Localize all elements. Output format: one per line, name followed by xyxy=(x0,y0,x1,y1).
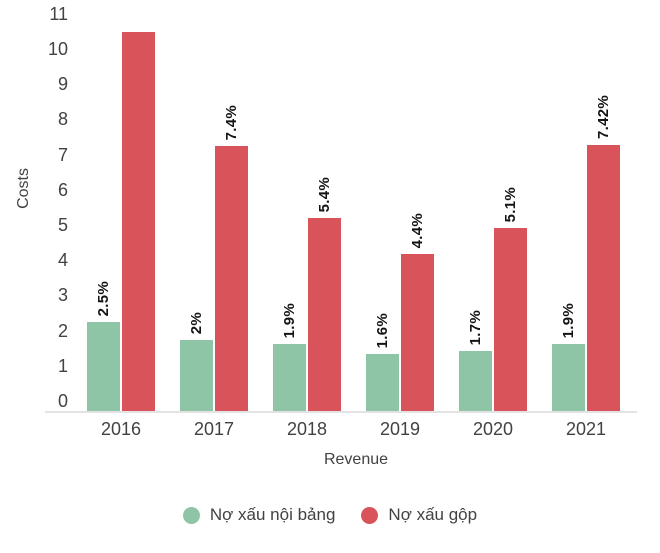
y-tick-1: 1 xyxy=(57,355,68,376)
x-tick-2021: 2021 xyxy=(565,419,607,439)
bar-2019-series1[interactable] xyxy=(401,254,434,412)
y-tick-11: 11 xyxy=(49,3,68,24)
bar-2020-series1[interactable] xyxy=(494,228,527,412)
x-tick-2016: 2016 xyxy=(100,419,142,439)
bar-value-label-2019-series0: 1.6% xyxy=(373,312,391,348)
legend-swatch-red-icon xyxy=(361,506,379,524)
legend-label: Nợ xấu nội bảng xyxy=(209,505,336,524)
y-tick-10: 10 xyxy=(47,39,68,59)
bar-2017-series1[interactable] xyxy=(215,146,248,412)
y-tick-7: 7 xyxy=(57,144,68,165)
y-tick-6: 6 xyxy=(57,179,68,200)
bar-2021-series0[interactable] xyxy=(552,344,585,412)
legend-label: Nợ xấu gộp xyxy=(388,505,478,524)
bar-2021-series1[interactable] xyxy=(587,145,620,412)
legend: Nợ xấu nội bảng Nợ xấu gộp xyxy=(0,505,660,525)
bar-value-label-2017-series0: 2% xyxy=(187,311,205,334)
bar-value-label-2017-series1: 7.4% xyxy=(222,104,240,140)
legend-item-no-xau-noi-bang[interactable]: Nợ xấu nội bảng xyxy=(182,505,336,525)
bar-2020-series0[interactable] xyxy=(459,351,492,412)
x-tick-2018: 2018 xyxy=(286,419,328,439)
bar-value-label-2020-series1: 5.1% xyxy=(501,186,519,222)
bar-value-label-2018-series1: 5.4% xyxy=(315,176,333,212)
bar-value-label-2020-series0: 1.7% xyxy=(466,309,484,345)
x-axis-line xyxy=(45,411,637,413)
y-tick-4: 4 xyxy=(57,250,68,271)
y-tick-8: 8 xyxy=(57,109,68,130)
bar-2018-series1[interactable] xyxy=(308,218,341,412)
legend-item-no-xau-gop[interactable]: Nợ xấu gộp xyxy=(361,505,477,525)
x-tick-2017: 2017 xyxy=(193,419,235,439)
bar-value-label-2016-series0: 2.5% xyxy=(94,280,112,316)
bar-2019-series0[interactable] xyxy=(366,354,399,412)
x-axis-title: Revenue xyxy=(323,451,389,468)
bar-value-label-2018-series0: 1.9% xyxy=(280,302,298,338)
y-tick-9: 9 xyxy=(57,74,68,95)
bar-2017-series0[interactable] xyxy=(180,340,213,412)
bar-value-label-2021-series0: 1.9% xyxy=(559,302,577,338)
bar-value-label-2021-series1: 7.42% xyxy=(594,94,612,139)
y-tick-2: 2 xyxy=(57,320,68,341)
y-tick-0: 0 xyxy=(57,391,68,411)
x-tick-2019: 2019 xyxy=(379,419,421,439)
y-tick-5: 5 xyxy=(57,215,68,235)
bar-2016-series1[interactable] xyxy=(122,32,155,412)
x-tick-2020: 2020 xyxy=(472,419,514,439)
y-tick-3: 3 xyxy=(57,285,68,306)
bar-2016-series0[interactable] xyxy=(87,322,120,412)
legend-swatch-green-icon xyxy=(182,506,200,524)
plot-area: 0 1 2 3 4 5 6 7 8 9 10 11 2.5% 2% 7.4% 1.9% 5.4% 1.6% 4.4… xyxy=(45,3,637,413)
bar-value-label-2019-series1: 4.4% xyxy=(408,212,426,248)
bar-2018-series0[interactable] xyxy=(273,344,306,412)
